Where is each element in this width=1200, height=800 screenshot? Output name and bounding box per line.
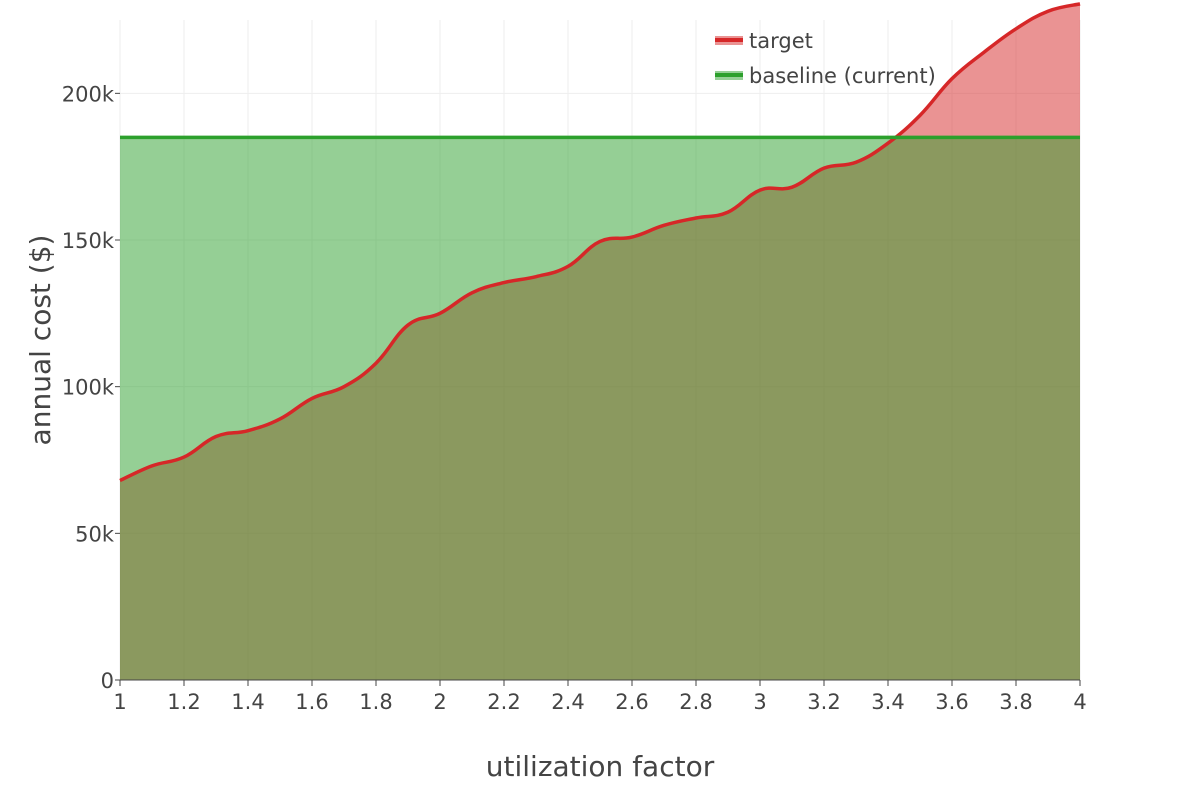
series-line-target[interactable] <box>119 2 1081 483</box>
x-tick-label: 1.8 <box>359 690 392 714</box>
y-tick-label: 100k <box>62 376 115 400</box>
legend-label-target: target <box>749 29 813 53</box>
x-tick-label: 2.4 <box>551 690 584 714</box>
x-tick-label: 3.8 <box>999 690 1032 714</box>
x-tick-label: 3.6 <box>935 690 968 714</box>
x-tick-label: 2.2 <box>487 690 520 714</box>
x-tick-label: 1 <box>113 690 126 714</box>
y-axis-title: annual cost ($) <box>24 235 57 446</box>
x-tick-label: 1.2 <box>167 690 200 714</box>
legend[interactable]: target baseline (current) <box>715 29 936 88</box>
x-tick-label: 3.4 <box>871 690 904 714</box>
y-tick-label: 200k <box>62 82 115 106</box>
x-tick-label: 1.4 <box>231 690 264 714</box>
y-tick-label: 0 <box>101 669 114 693</box>
x-tick-label: 3 <box>753 690 766 714</box>
y-tick-label: 150k <box>62 229 115 253</box>
legend-item-target[interactable]: target <box>715 29 813 53</box>
axes: 1 1.2 1.4 1.6 1.8 2 2.2 2.4 2.6 2.8 3 3.2 3.4 3.6 3.8 4… <box>62 82 1087 714</box>
x-tick-label: 3.2 <box>807 690 840 714</box>
x-tick-label: 2 <box>433 690 446 714</box>
x-tick-label: 2.6 <box>615 690 648 714</box>
series-layer <box>119 2 1081 681</box>
x-tick-label: 2.8 <box>679 690 712 714</box>
x-axis-title: utilization factor <box>486 750 715 783</box>
x-tick-label: 1.6 <box>295 690 328 714</box>
area-fill-baseline <box>120 137 1080 681</box>
legend-label-baseline: baseline (current) <box>749 64 936 88</box>
legend-item-baseline[interactable]: baseline (current) <box>715 64 936 88</box>
y-tick-label: 50k <box>75 522 115 546</box>
x-tick-label: 4 <box>1073 690 1086 714</box>
